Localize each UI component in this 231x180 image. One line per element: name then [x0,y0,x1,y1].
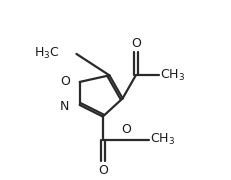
Text: O: O [97,164,107,177]
Text: O: O [120,123,130,136]
Text: CH$_3$: CH$_3$ [149,132,174,147]
Text: H$_3$C: H$_3$C [33,46,59,61]
Text: O: O [130,37,140,50]
Text: N: N [59,100,68,113]
Text: O: O [60,75,70,88]
Text: CH$_3$: CH$_3$ [159,68,184,83]
